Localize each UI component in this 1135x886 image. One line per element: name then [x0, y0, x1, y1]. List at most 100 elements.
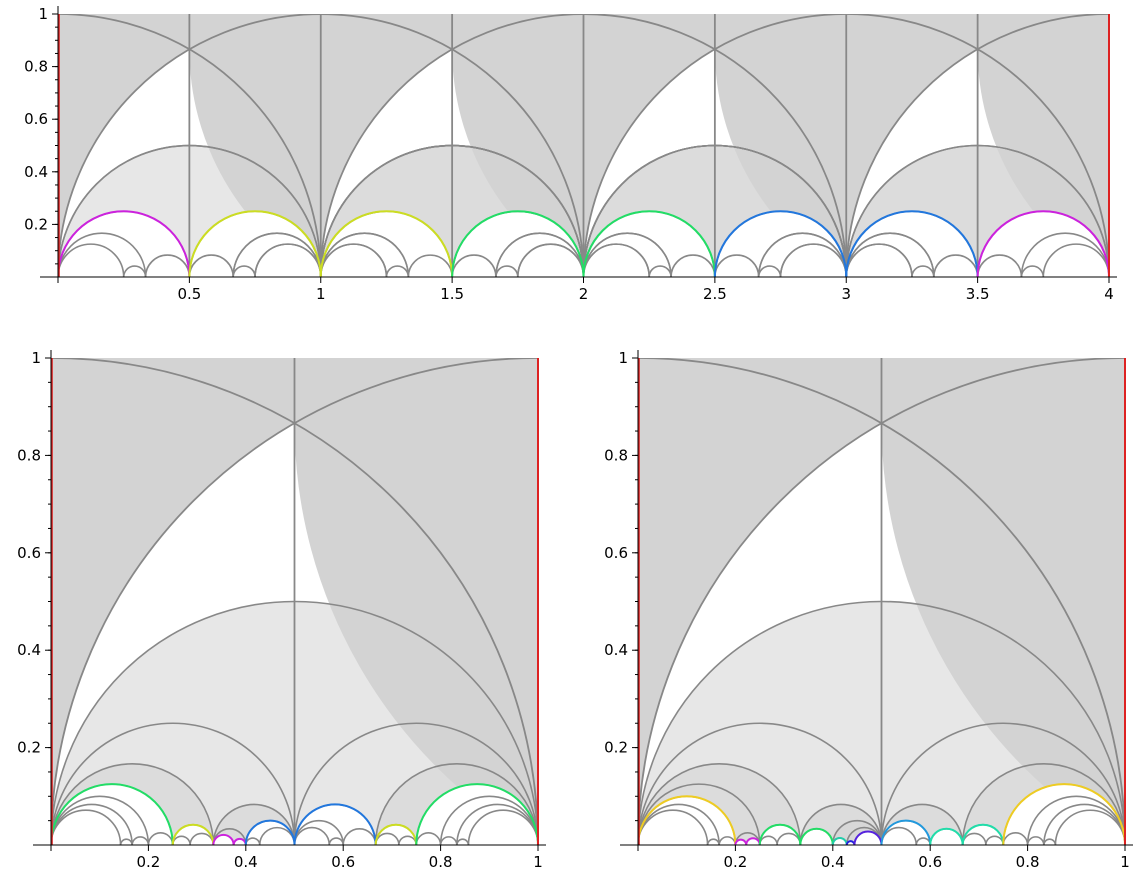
x-tick-label: 0.4 [234, 853, 258, 871]
x-tick-label: 4 [1104, 285, 1114, 303]
x-tick-label: 0.6 [918, 853, 942, 871]
shaded-region [51, 358, 295, 845]
cusp-region [452, 211, 584, 277]
unit-arc [319, 14, 848, 277]
tessellation [51, 358, 538, 845]
y-tick-label: 0.8 [17, 446, 41, 464]
cusp-region [320, 211, 453, 277]
cusp-arc [244, 819, 296, 845]
cusp-region [759, 824, 801, 845]
x-tick-label: 0.4 [821, 853, 845, 871]
cusp-region [213, 834, 234, 845]
geodesic-arc [144, 254, 191, 277]
y-tick-label: 1 [31, 349, 41, 367]
geodesic-arc [495, 232, 585, 277]
x-tick-label: 1 [533, 853, 543, 871]
cusp-region [583, 211, 715, 277]
geodesic-arc [58, 232, 147, 277]
geodesic-arc [51, 795, 150, 845]
geodesic-arc [911, 265, 935, 277]
x-tick-label: 1 [316, 285, 326, 303]
unit-arc [51, 358, 538, 845]
geodesic-arc [779, 243, 848, 277]
x-tick-label: 0.2 [136, 853, 160, 871]
cusp-arc [415, 783, 538, 845]
tessellation [58, 14, 1109, 277]
cusp-arc [845, 210, 979, 277]
x-tick-label: 3 [841, 285, 851, 303]
geodesic-arc [933, 254, 979, 277]
x-tick-label: 0.6 [331, 853, 355, 871]
geodesic-arc [385, 265, 410, 277]
geodesic-arc [638, 783, 761, 845]
y-tick-label: 0.8 [604, 446, 628, 464]
geodesic-arc [845, 243, 913, 277]
cusp-arc [638, 795, 737, 845]
x-tick-label: 0.5 [177, 285, 201, 303]
cusp-arc [171, 823, 215, 845]
unit-arc [845, 14, 1109, 277]
shaded-region [638, 358, 882, 845]
y-tick-label: 0.4 [604, 641, 628, 659]
cusp-arc [582, 210, 716, 277]
x-tick-label: 0.8 [429, 853, 453, 871]
cusp-region [375, 824, 417, 845]
geodesic-arc [467, 809, 538, 845]
cusp-region [172, 824, 214, 845]
y-tick-label: 0.6 [604, 544, 628, 562]
x-tick-label: 0.8 [1016, 853, 1040, 871]
cusp-arc [713, 210, 848, 277]
geodesic-arc [638, 722, 883, 845]
y-tick-label: 0.4 [24, 163, 48, 181]
y-tick-label: 0.6 [24, 110, 48, 128]
top-panel: 0.5 1 1.5 2 2.5 3 3.5 4 0.2 0.4 0.6 0.8 1 [24, 5, 1117, 303]
cusp-arc [976, 210, 1109, 277]
cusp-arc [58, 210, 191, 277]
unit-arc [582, 14, 1109, 277]
cusp-region [881, 820, 931, 845]
cusp-arc [758, 823, 802, 845]
geodesic-arc [51, 803, 133, 845]
geodesic-arc [976, 254, 1023, 277]
unit-arc [58, 14, 322, 277]
geodesic-arc [407, 254, 453, 277]
cusp-arc [451, 210, 585, 277]
cusp-region [714, 211, 847, 277]
cusp-region [854, 831, 882, 845]
geodesic-arc [1042, 243, 1109, 277]
y-tick-label: 0.8 [24, 58, 48, 76]
bottom-left-panel: 0.2 0.4 0.6 0.8 1 0.2 0.4 0.6 0.8 1 [17, 349, 546, 871]
unit-arc [58, 14, 585, 277]
geodesic-arc [451, 254, 497, 277]
geodesic-arc [1054, 809, 1125, 845]
unit-arc [638, 358, 1125, 845]
cusp-region [294, 804, 376, 845]
shaded-region [583, 14, 715, 277]
x-tick-label: 1.5 [440, 285, 464, 303]
x-tick-label: 0.2 [723, 853, 747, 871]
cusp-region [245, 820, 295, 845]
cusp-arc [319, 210, 454, 277]
geodesic-arc [188, 254, 234, 277]
unit-arc [638, 358, 1125, 845]
cusp-region [189, 211, 321, 277]
y-tick-label: 0.6 [17, 544, 41, 562]
cusp-arc [51, 783, 174, 845]
unit-arc [51, 358, 538, 845]
geodesic-arc [961, 763, 1125, 845]
cusp-region [800, 828, 833, 845]
shaded-region [320, 14, 453, 277]
geodesic-arc [582, 243, 650, 277]
geodesic-arc [58, 243, 125, 277]
cusp-region [846, 211, 978, 277]
geodesic-arc [1020, 232, 1109, 277]
x-tick-label: 2.5 [703, 285, 727, 303]
cusp-arc [880, 819, 932, 845]
geodesic-arc [845, 232, 935, 277]
geodesic-arc [254, 243, 322, 277]
geodesic-arc [880, 722, 1125, 845]
cusp-arc [188, 210, 322, 277]
cusp-region [962, 824, 1004, 845]
y-tick-label: 1 [618, 349, 628, 367]
